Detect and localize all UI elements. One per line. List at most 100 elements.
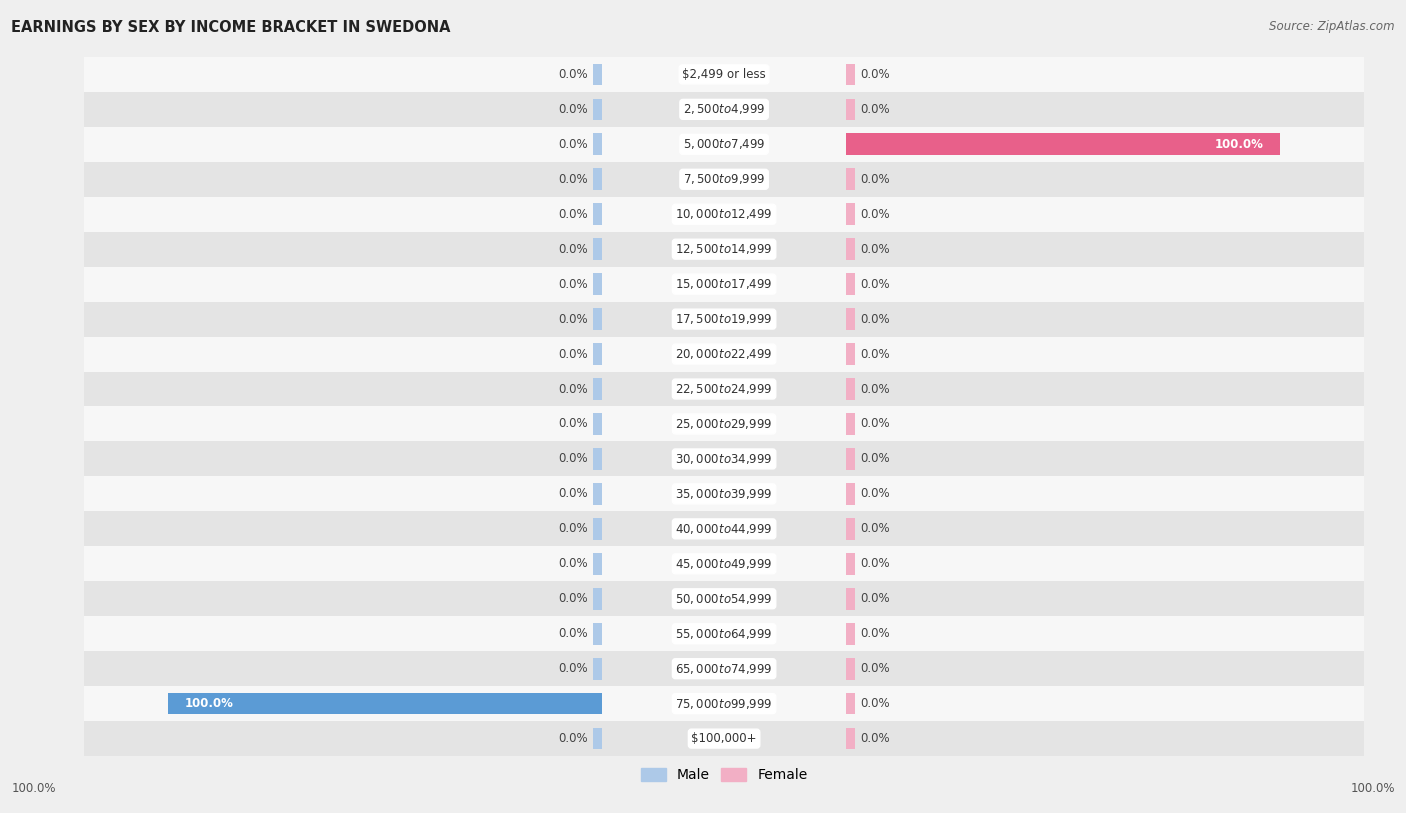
Bar [84, 616, 1364, 651]
Bar [84, 476, 1364, 511]
Text: 0.0%: 0.0% [860, 733, 890, 745]
Bar [846, 133, 1281, 155]
Text: $45,000 to $49,999: $45,000 to $49,999 [675, 557, 773, 571]
Text: 0.0%: 0.0% [558, 313, 588, 325]
Bar [84, 372, 1364, 406]
Text: 0.0%: 0.0% [860, 278, 890, 290]
Bar [846, 98, 855, 120]
Bar [593, 728, 602, 750]
Text: 0.0%: 0.0% [860, 68, 890, 80]
Text: Source: ZipAtlas.com: Source: ZipAtlas.com [1270, 20, 1395, 33]
Text: 0.0%: 0.0% [558, 68, 588, 80]
Bar [846, 518, 855, 540]
Bar [846, 693, 855, 715]
Bar [84, 686, 1364, 721]
Bar [846, 63, 855, 85]
Bar [846, 378, 855, 400]
Text: 0.0%: 0.0% [558, 243, 588, 255]
Bar [84, 232, 1364, 267]
Bar [593, 63, 602, 85]
Bar [593, 413, 602, 435]
Text: 0.0%: 0.0% [558, 593, 588, 605]
Text: 0.0%: 0.0% [558, 523, 588, 535]
Bar [593, 623, 602, 645]
Text: 0.0%: 0.0% [860, 103, 890, 115]
Text: $75,000 to $99,999: $75,000 to $99,999 [675, 697, 773, 711]
Bar [84, 127, 1364, 162]
Bar [593, 483, 602, 505]
Text: 0.0%: 0.0% [860, 243, 890, 255]
Text: $40,000 to $44,999: $40,000 to $44,999 [675, 522, 773, 536]
Bar [593, 308, 602, 330]
Bar [593, 133, 602, 155]
Bar [84, 92, 1364, 127]
Bar [593, 448, 602, 470]
Bar [84, 267, 1364, 302]
Text: 0.0%: 0.0% [860, 313, 890, 325]
Bar [846, 413, 855, 435]
Text: 100.0%: 100.0% [1350, 782, 1395, 795]
Text: 0.0%: 0.0% [558, 103, 588, 115]
Text: 0.0%: 0.0% [558, 628, 588, 640]
Text: $50,000 to $54,999: $50,000 to $54,999 [675, 592, 773, 606]
Bar [593, 378, 602, 400]
Text: EARNINGS BY SEX BY INCOME BRACKET IN SWEDONA: EARNINGS BY SEX BY INCOME BRACKET IN SWE… [11, 20, 451, 35]
Bar [593, 588, 602, 610]
Bar [846, 168, 855, 190]
Text: $5,000 to $7,499: $5,000 to $7,499 [683, 137, 765, 151]
Text: 100.0%: 100.0% [184, 698, 233, 710]
Text: 0.0%: 0.0% [558, 173, 588, 185]
Bar [846, 728, 855, 750]
Text: 0.0%: 0.0% [558, 663, 588, 675]
Bar [846, 588, 855, 610]
Text: 0.0%: 0.0% [860, 593, 890, 605]
Text: 0.0%: 0.0% [860, 628, 890, 640]
Bar [593, 273, 602, 295]
Text: $10,000 to $12,499: $10,000 to $12,499 [675, 207, 773, 221]
Text: 0.0%: 0.0% [860, 418, 890, 430]
Text: 0.0%: 0.0% [860, 348, 890, 360]
Bar [846, 623, 855, 645]
Text: 0.0%: 0.0% [860, 383, 890, 395]
Bar [84, 302, 1364, 337]
Text: $25,000 to $29,999: $25,000 to $29,999 [675, 417, 773, 431]
Bar [84, 57, 1364, 92]
Text: 0.0%: 0.0% [558, 383, 588, 395]
Text: 0.0%: 0.0% [860, 698, 890, 710]
Bar [84, 162, 1364, 197]
Text: 0.0%: 0.0% [558, 488, 588, 500]
Text: $12,500 to $14,999: $12,500 to $14,999 [675, 242, 773, 256]
Bar [846, 553, 855, 575]
Bar [593, 98, 602, 120]
Text: 0.0%: 0.0% [558, 418, 588, 430]
Bar [593, 658, 602, 680]
Text: $2,499 or less: $2,499 or less [682, 68, 766, 80]
Text: $22,500 to $24,999: $22,500 to $24,999 [675, 382, 773, 396]
Text: $55,000 to $64,999: $55,000 to $64,999 [675, 627, 773, 641]
Bar [84, 337, 1364, 372]
Bar [593, 203, 602, 225]
Text: 0.0%: 0.0% [558, 138, 588, 150]
Text: 0.0%: 0.0% [860, 488, 890, 500]
Bar [593, 238, 602, 260]
Text: $35,000 to $39,999: $35,000 to $39,999 [675, 487, 773, 501]
Text: 0.0%: 0.0% [558, 278, 588, 290]
Text: $30,000 to $34,999: $30,000 to $34,999 [675, 452, 773, 466]
Bar [593, 168, 602, 190]
Text: 0.0%: 0.0% [860, 173, 890, 185]
Text: 0.0%: 0.0% [860, 523, 890, 535]
Text: 0.0%: 0.0% [860, 663, 890, 675]
Bar [593, 518, 602, 540]
Text: 0.0%: 0.0% [860, 208, 890, 220]
Text: 0.0%: 0.0% [558, 208, 588, 220]
Bar [84, 546, 1364, 581]
Bar [846, 273, 855, 295]
Bar [846, 203, 855, 225]
Text: $7,500 to $9,999: $7,500 to $9,999 [683, 172, 765, 186]
Text: $20,000 to $22,499: $20,000 to $22,499 [675, 347, 773, 361]
Text: $17,500 to $19,999: $17,500 to $19,999 [675, 312, 773, 326]
Bar [593, 343, 602, 365]
Text: 100.0%: 100.0% [11, 782, 56, 795]
Text: $2,500 to $4,999: $2,500 to $4,999 [683, 102, 765, 116]
Bar [84, 511, 1364, 546]
